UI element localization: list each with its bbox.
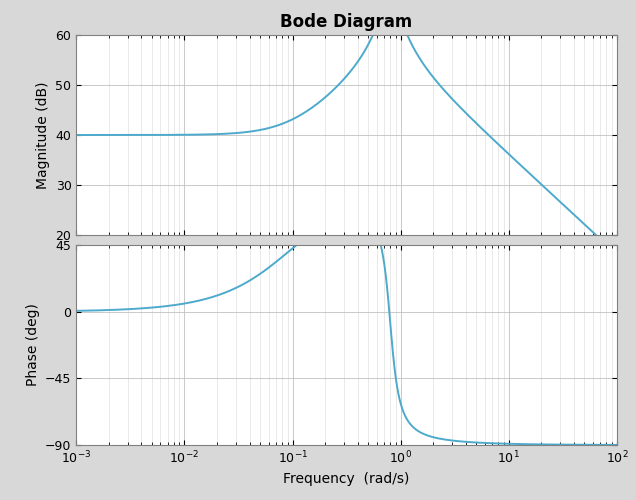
- Y-axis label: Phase (deg): Phase (deg): [25, 304, 39, 386]
- Y-axis label: Magnitude (dB): Magnitude (dB): [36, 81, 50, 188]
- X-axis label: Frequency  (rad/s): Frequency (rad/s): [284, 472, 410, 486]
- Title: Bode Diagram: Bode Diagram: [280, 12, 413, 30]
